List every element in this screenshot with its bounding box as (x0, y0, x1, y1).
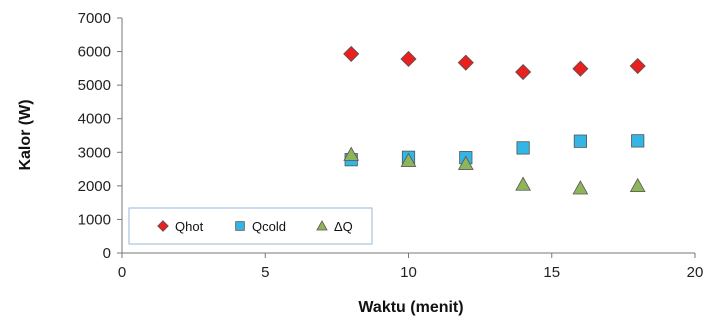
y-tick-label: 4000 (78, 111, 111, 128)
q-point (457, 155, 474, 170)
axes (117, 17, 696, 258)
qcold-point (573, 134, 588, 148)
legend-label: Qhot (175, 219, 204, 234)
y-tick-label: 2000 (78, 178, 111, 195)
y-tick-label: 0 (103, 245, 111, 262)
legend-label: ΔQ (334, 219, 353, 234)
y-tick-label: 3000 (78, 144, 111, 161)
x-tick-label: 5 (261, 264, 269, 281)
q-point (572, 180, 589, 195)
y-axis-title: Kalor (W) (17, 99, 34, 170)
q-point (343, 146, 360, 161)
qhot-point (343, 45, 360, 62)
legend-marker-0 (157, 220, 169, 232)
tick-labels: 0 1000 2000 3000 4000 5000 6000 7000 0 5 10 15 20 (78, 10, 704, 281)
data-marks (343, 45, 646, 195)
legend-marker-1 (235, 221, 245, 231)
q-point (629, 177, 646, 193)
legend: Qhot Qcold ΔQ (128, 207, 373, 245)
legend-box (128, 207, 373, 245)
x-axis-title: Waktu (menit) (358, 299, 463, 316)
qhot-point (629, 57, 646, 75)
legend-label: Qcold (252, 219, 286, 234)
qcold-point (516, 141, 530, 155)
y-tick-label: 1000 (78, 211, 111, 228)
x-tick-label: 10 (400, 264, 417, 281)
x-tick-label: 20 (687, 264, 704, 281)
qhot-point (457, 54, 474, 71)
q-point (515, 176, 531, 191)
y-tick-label: 7000 (78, 10, 111, 27)
qhot-point (400, 50, 417, 68)
y-tick-label: 6000 (78, 44, 111, 61)
qcold-point (631, 134, 645, 148)
qhot-point (515, 63, 532, 81)
q-point (400, 152, 417, 167)
qhot-point (572, 60, 589, 77)
x-tick-label: 15 (543, 264, 560, 281)
legend-marker-2 (316, 220, 328, 231)
x-tick-label: 0 (118, 264, 126, 281)
y-tick-label: 5000 (78, 77, 111, 94)
